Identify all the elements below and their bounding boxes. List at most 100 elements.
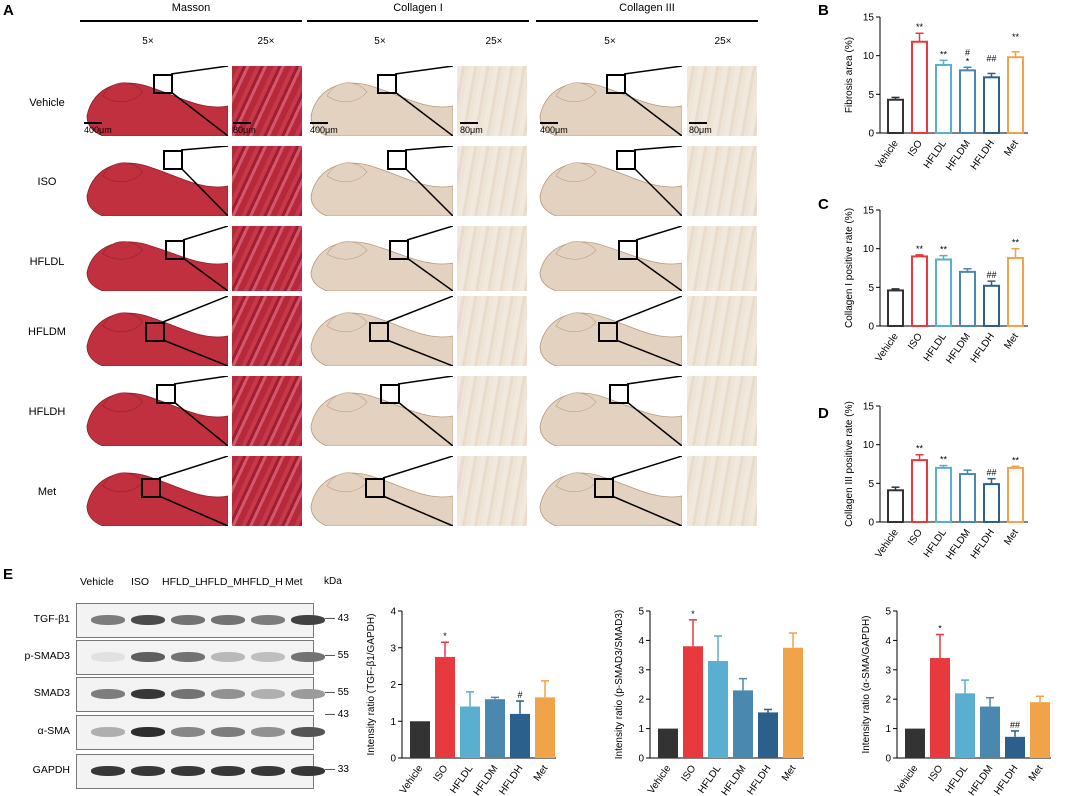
- category-label: Vehicle: [398, 763, 426, 796]
- category-label: ISO: [927, 763, 946, 784]
- column-header-collagen-i: Collagen I: [393, 2, 443, 14]
- zoom-region-box: [165, 240, 185, 260]
- category-label: Met: [780, 763, 799, 783]
- category-label: HFLDM: [967, 763, 996, 796]
- y-tick-label: 0: [638, 754, 644, 765]
- y-tick-label: 3: [885, 665, 891, 676]
- category-label: HFLDL: [943, 763, 970, 796]
- collagen-image: [536, 66, 682, 136]
- blot-protein-label: TGF-β1: [33, 613, 70, 625]
- blot-band: [171, 652, 205, 662]
- blot-band: [131, 689, 165, 699]
- significance-mark: **: [916, 444, 924, 454]
- y-axis-label: Intensity ratio (p-SMAD3/SMAD3): [614, 610, 625, 760]
- y-tick-label: 5: [868, 479, 874, 490]
- collagen-image: [307, 146, 453, 216]
- magnification-label: 5×: [142, 36, 154, 47]
- significance-mark: *: [966, 56, 970, 66]
- y-tick-label: 5: [868, 90, 874, 101]
- bar: [905, 728, 925, 758]
- y-tick-label: 0: [868, 129, 874, 140]
- category-label: HFLDM: [944, 527, 973, 562]
- bar: [959, 473, 976, 524]
- masson-image: [232, 456, 302, 526]
- magnification-label: 5×: [374, 36, 386, 47]
- y-axis-label: Fibrosis area (%): [844, 37, 855, 113]
- category-label: HFLDH: [497, 763, 525, 796]
- zoom-lines: [386, 296, 453, 366]
- zoom-region-box: [616, 150, 636, 170]
- kda-marker: — 43: [325, 613, 349, 624]
- row-label-vehicle: Vehicle: [29, 97, 65, 109]
- significance-mark: ##: [986, 270, 996, 280]
- blot-band: [171, 766, 205, 776]
- scale-bar-80: 80μm: [460, 122, 483, 135]
- zoom-region-box: [387, 150, 407, 170]
- y-tick-label: 10: [863, 244, 875, 255]
- row-label-iso: ISO: [37, 176, 57, 188]
- collagen-image: [536, 226, 682, 291]
- blot-band: [251, 689, 285, 699]
- zoom-lines: [382, 456, 453, 526]
- blot-protein-label: GAPDH: [32, 764, 70, 776]
- blot-band: [291, 689, 325, 699]
- collagen-image: [457, 146, 527, 216]
- bar: [410, 721, 430, 758]
- zoom-lines: [162, 296, 228, 366]
- bar: [955, 693, 975, 758]
- kda-marker: — 55: [325, 650, 349, 661]
- significance-mark: **: [1012, 238, 1020, 248]
- bar: [435, 656, 455, 758]
- y-tick-label: 5: [885, 607, 891, 618]
- masson-image: [83, 146, 228, 216]
- y-tick-label: 0: [868, 322, 874, 333]
- blot-band: [211, 615, 245, 625]
- magnification-label: 25×: [714, 36, 732, 47]
- y-tick-label: 3: [638, 665, 644, 676]
- significance-mark: ##: [986, 53, 996, 63]
- blot-band: [131, 727, 165, 737]
- significance-mark: *: [443, 631, 447, 641]
- y-tick-label: 1: [638, 724, 644, 735]
- bar: [983, 284, 1000, 327]
- y-tick-label: 4: [390, 607, 396, 618]
- panel-letter-d: D: [818, 405, 829, 422]
- category-label: HFLDL: [922, 331, 949, 364]
- scale-bar-400: 400μm: [540, 122, 568, 135]
- significance-mark: **: [940, 245, 948, 255]
- zoom-region-box: [606, 74, 626, 94]
- bar: [1007, 466, 1024, 524]
- zoom-lines: [633, 146, 682, 216]
- blot-lane-hfld-h: HFLD_H: [242, 576, 283, 588]
- blot-strip: [76, 715, 325, 750]
- blot-strip: [76, 603, 325, 638]
- zoom-region-box: [156, 384, 176, 404]
- blot-band: [211, 766, 245, 776]
- blot-band: [211, 689, 245, 699]
- zoom-region-box: [618, 240, 638, 260]
- bar: [683, 646, 703, 758]
- collagen-image: [307, 456, 453, 526]
- significance-mark: **: [916, 22, 924, 32]
- blot-lane-met: Met: [285, 576, 303, 588]
- magnification-label: 25×: [257, 36, 275, 47]
- blot-band: [171, 727, 205, 737]
- column-divider: [536, 20, 758, 22]
- row-label-hfld-h: HFLDH: [28, 406, 66, 418]
- collagen-image: [687, 66, 757, 136]
- blot-band: [131, 766, 165, 776]
- collagen-image: [457, 376, 527, 446]
- y-tick-label: 2: [390, 680, 396, 691]
- category-label: HFLDL: [448, 763, 475, 796]
- y-tick-label: 0: [390, 754, 396, 765]
- zoom-region-box: [594, 478, 614, 498]
- y-tick-label: 10: [863, 440, 875, 451]
- category-label: Met: [1002, 138, 1021, 158]
- bar: [935, 466, 952, 524]
- kda-marker: — 55: [325, 687, 349, 698]
- masson-image: [83, 66, 228, 136]
- category-label: HFLDH: [992, 763, 1020, 796]
- category-label: HFLDL: [696, 763, 723, 796]
- collagen-image: [536, 456, 682, 526]
- zoom-lines: [397, 376, 453, 446]
